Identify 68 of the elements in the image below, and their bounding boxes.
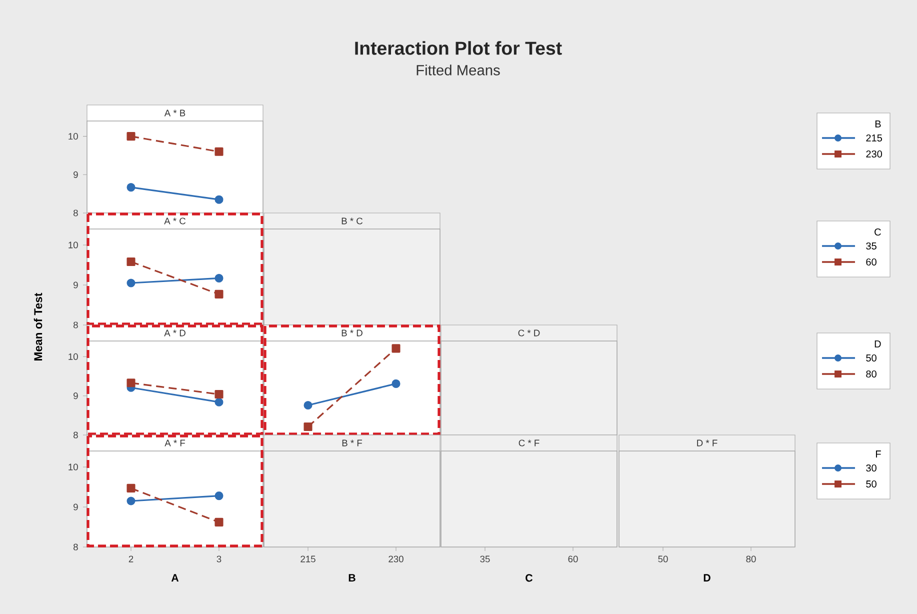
point xyxy=(126,183,136,192)
chart-title: D * F xyxy=(697,440,718,446)
x-tick-label: 80 xyxy=(746,556,756,562)
x-tick-label: 50 xyxy=(658,556,668,562)
y-tick-label: 10 xyxy=(68,464,78,470)
y-tick-label: 8 xyxy=(74,544,78,550)
point xyxy=(214,290,224,298)
x-axis-title: B xyxy=(348,574,356,582)
text: Mean of Test xyxy=(34,292,42,360)
legend-label: 35 xyxy=(866,242,876,250)
y-tick-label: 9 xyxy=(74,392,78,400)
text: Fitted Means xyxy=(416,64,500,76)
point xyxy=(214,390,224,399)
point xyxy=(126,484,136,492)
y-tick-label: 8 xyxy=(74,432,78,438)
chart-title: A * C xyxy=(164,218,186,224)
point xyxy=(214,492,224,500)
chart-title: A * D xyxy=(164,330,186,336)
legend-title: D xyxy=(874,340,881,348)
legend-label: 60 xyxy=(866,258,876,266)
point xyxy=(304,422,312,432)
x-tick-label: 3 xyxy=(216,556,222,562)
y-tick-label: 10 xyxy=(68,133,78,140)
x-tick-label: 35 xyxy=(480,556,490,562)
point xyxy=(392,379,400,388)
point xyxy=(214,518,224,526)
point xyxy=(392,344,400,353)
text: Interaction Plot for Test xyxy=(355,41,562,55)
point xyxy=(304,400,312,410)
y-tick-label: 10 xyxy=(68,242,78,248)
chart-title: B * D xyxy=(342,330,362,336)
point xyxy=(126,496,136,506)
legend-title: C xyxy=(874,228,881,236)
point xyxy=(126,378,136,388)
legend-label: 50 xyxy=(866,480,876,488)
chart-title: A * F xyxy=(164,440,185,446)
x-tick-label: 230 xyxy=(388,556,404,562)
x-axis-title: D xyxy=(704,574,710,582)
chart-title: C * F xyxy=(518,440,540,446)
chart-title: B * C xyxy=(342,218,363,224)
legend-label: 80 xyxy=(866,370,876,378)
legend-label: 215 xyxy=(866,134,882,142)
point xyxy=(214,398,224,406)
x-axis-title: C xyxy=(526,574,533,582)
point xyxy=(214,274,224,282)
x-axis-title: A xyxy=(171,574,179,582)
point xyxy=(214,147,224,156)
legend-label: 30 xyxy=(866,464,876,472)
point xyxy=(126,278,136,288)
chart-title: A * B xyxy=(164,110,186,116)
legend-title: B xyxy=(875,120,881,128)
legend-title: F xyxy=(876,450,881,458)
point xyxy=(214,195,224,204)
y-tick-label: 9 xyxy=(74,171,78,178)
x-tick-label: 2 xyxy=(128,556,134,562)
y-tick-label: 8 xyxy=(74,322,78,328)
chart-title: B * F xyxy=(342,440,362,446)
chart-title: C * D xyxy=(518,330,540,336)
y-tick-label: 8 xyxy=(74,210,78,216)
point xyxy=(126,258,136,266)
y-tick-label: 9 xyxy=(74,282,78,288)
y-tick-label: 10 xyxy=(68,353,78,360)
y-tick-label: 9 xyxy=(74,504,78,510)
x-tick-label: 215 xyxy=(300,556,316,562)
point xyxy=(126,132,136,141)
legend-label: 50 xyxy=(866,354,876,362)
legend-label: 230 xyxy=(866,150,882,158)
x-tick-label: 60 xyxy=(568,556,578,562)
